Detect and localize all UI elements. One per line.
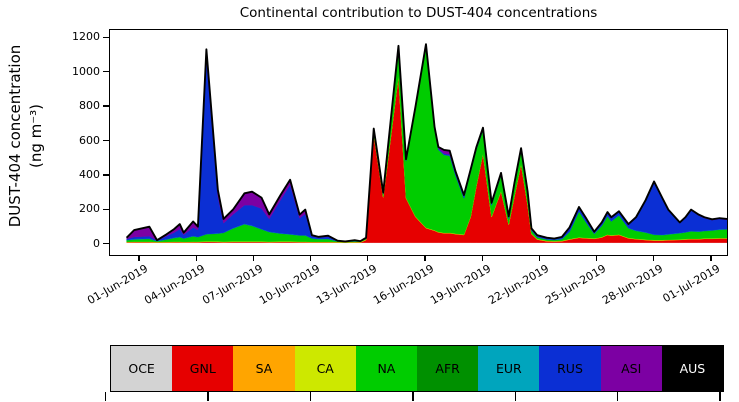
x-tick-mark xyxy=(195,256,197,261)
x-tick-label: 10-Jun-2019 xyxy=(256,262,323,308)
legend-axis-tick xyxy=(514,392,516,401)
x-tick-mark xyxy=(595,256,598,261)
x-tick-label: 19-Jun-2019 xyxy=(428,262,494,308)
legend-axis-tick xyxy=(309,392,312,401)
legend-label: NA xyxy=(377,361,396,376)
x-tick-mark xyxy=(538,256,541,261)
x-tick-label: 13-Jun-2019 xyxy=(314,262,380,308)
legend-label: RUS xyxy=(557,361,583,376)
stacked-area-chart xyxy=(125,43,727,244)
legend-axis-tick xyxy=(617,392,619,401)
legend-label: SA xyxy=(255,361,273,376)
y-tick-label: 0 xyxy=(93,236,100,250)
legend-axis-tick xyxy=(207,392,209,401)
x-tick-label: 04-Jun-2019 xyxy=(142,262,208,308)
legend-item-gnl: GNL xyxy=(172,346,234,391)
legend-label: EUR xyxy=(495,361,522,376)
legend-axis-tick xyxy=(412,392,414,401)
y-tick-mark xyxy=(103,36,109,38)
x-tick-mark xyxy=(252,256,255,261)
x-tick-mark xyxy=(309,256,312,261)
x-tick-mark xyxy=(481,256,483,261)
y-axis-label-line1: DUST-404 concentration xyxy=(6,44,24,228)
legend-item-na: NA xyxy=(355,346,418,391)
x-tick-mark xyxy=(138,256,140,261)
y-tick-label: 1000 xyxy=(72,64,100,78)
y-tick-mark xyxy=(103,139,109,142)
plot-area xyxy=(109,29,728,256)
x-tick-mark xyxy=(710,256,712,261)
x-tick-mark xyxy=(424,256,426,261)
y-tick-label: 1200 xyxy=(72,30,100,44)
x-tick-label: 01-Jul-2019 xyxy=(660,262,723,306)
y-tick-label: 400 xyxy=(79,167,100,181)
chart-title: Continental contribution to DUST-404 con… xyxy=(239,5,598,21)
legend-label: AFR xyxy=(435,361,460,376)
legend-item-afr: AFR xyxy=(417,346,479,391)
x-tick-label: 01-Jun-2019 xyxy=(85,262,151,308)
legend-label: CA xyxy=(316,361,334,376)
x-tick-mark xyxy=(653,256,655,261)
y-tick-mark xyxy=(103,208,109,210)
legend-item-asi: ASI xyxy=(600,346,662,391)
legend-item-sa: SA xyxy=(233,346,295,391)
legend-item-aus: AUS xyxy=(661,346,724,391)
x-tick-label: 07-Jun-2019 xyxy=(199,262,265,308)
y-tick-mark xyxy=(103,174,109,176)
legend-item-oce: OCE xyxy=(111,346,173,391)
legend-item-rus: RUS xyxy=(539,346,601,391)
legend-item-eur: EUR xyxy=(478,346,540,391)
x-tick-label: 28-Jun-2019 xyxy=(600,262,666,308)
y-tick-label: 600 xyxy=(79,133,100,147)
legend-label: GNL xyxy=(189,361,216,376)
x-tick-label: 25-Jun-2019 xyxy=(542,262,609,308)
x-tick-mark xyxy=(367,256,369,261)
y-tick-mark xyxy=(103,105,109,107)
legend: OCE GNL SA CA NA AFR EUR RUS ASI AUS xyxy=(110,345,724,392)
legend-axis-tick xyxy=(105,392,107,401)
x-tick-label: 22-Jun-2019 xyxy=(485,262,551,308)
legend-label: OCE xyxy=(128,361,155,376)
y-tick-label: 200 xyxy=(79,202,100,216)
legend-label: ASI xyxy=(621,361,642,376)
y-tick-mark xyxy=(103,71,109,73)
legend-label: AUS xyxy=(679,361,706,376)
total-concentration-line xyxy=(125,43,727,243)
y-tick-mark xyxy=(103,243,109,245)
y-tick-label: 800 xyxy=(79,99,100,113)
legend-axis-tick xyxy=(719,392,721,401)
x-tick-label: 16-Jun-2019 xyxy=(371,262,437,308)
legend-item-ca: CA xyxy=(294,346,356,391)
